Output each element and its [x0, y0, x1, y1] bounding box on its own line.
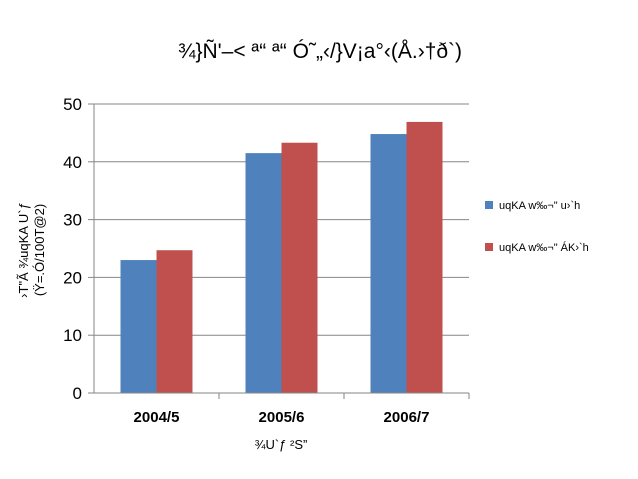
y-axis-label-line-2: (Ÿ=.Ó/100T@2) — [32, 204, 47, 296]
axes — [93, 104, 470, 399]
legend-label: uqKA w‰¬" u›`h — [499, 200, 580, 212]
y-tick-label: 0 — [73, 384, 82, 403]
y-tick-label: 20 — [63, 268, 82, 287]
y-tick-label: 30 — [63, 211, 82, 230]
y-tick-label: 50 — [63, 95, 82, 114]
y-axis-label-line-1: ›T"Ã ¾uqKA U`ƒ — [16, 202, 31, 298]
bar — [281, 142, 318, 393]
x-axis-label: ¾U`ƒ ²S” — [255, 437, 308, 452]
chart-title: ¾}Ñ'–< ª“ ª“ Ó˜„‹/}V¡a°‹(Å.›†ð`) — [178, 39, 462, 63]
legend-swatch — [485, 243, 493, 251]
bars — [120, 121, 443, 393]
y-tick-label: 40 — [63, 153, 82, 172]
x-tick-labels: 2004/5 2005/6 2006/7 — [134, 409, 430, 426]
bar — [245, 153, 282, 393]
legend: uqKA w‰¬" u›`h uqKA w‰¬" ÁK›`h — [485, 200, 589, 254]
bar — [120, 260, 157, 393]
bar — [370, 134, 407, 393]
x-tick-label: 2006/7 — [384, 409, 430, 426]
y-tick-labels: 0 10 20 30 40 50 — [63, 95, 82, 403]
y-tick-label: 10 — [63, 326, 82, 345]
x-tick-label: 2005/6 — [259, 409, 305, 426]
bar — [156, 250, 193, 393]
legend-swatch — [485, 201, 493, 209]
bar — [406, 121, 443, 393]
x-tick-label: 2004/5 — [134, 409, 180, 426]
y-axis-label: ›T"Ã ¾uqKA U`ƒ (Ÿ=.Ó/100T@2) — [16, 202, 47, 298]
legend-label: uqKA w‰¬" ÁK›`h — [499, 241, 589, 254]
